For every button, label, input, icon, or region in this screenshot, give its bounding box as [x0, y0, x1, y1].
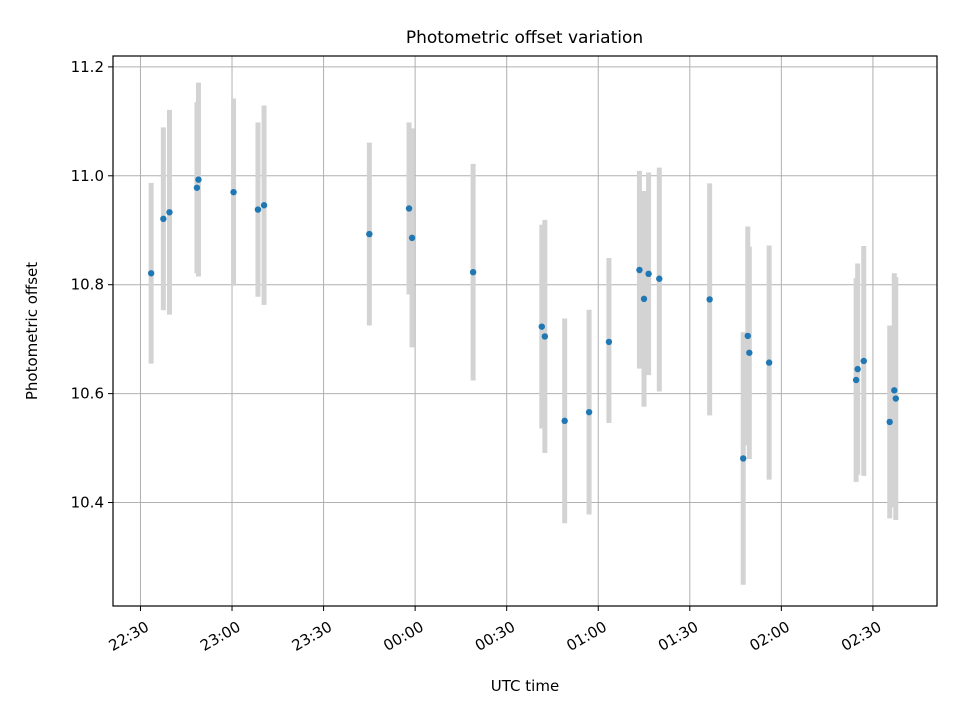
data-point — [408, 234, 416, 242]
data-point — [260, 202, 268, 209]
y-tick-label: 10.4 — [71, 494, 104, 512]
y-tick-label: 10.6 — [71, 385, 104, 403]
data-point — [886, 418, 893, 426]
data-point — [147, 270, 155, 277]
data-point — [366, 230, 373, 238]
data-point — [740, 455, 747, 462]
data-point — [541, 333, 549, 340]
plot-frame — [112, 55, 938, 607]
y-tick-label: 10.8 — [71, 276, 104, 294]
data-point — [561, 417, 568, 425]
data-point — [765, 359, 773, 366]
data-points — [147, 176, 899, 462]
y-axis-title: Photometric offset — [23, 262, 41, 400]
data-point — [160, 215, 167, 223]
data-point — [193, 184, 201, 191]
y-tick-label: 11.0 — [71, 167, 104, 185]
data-point — [656, 275, 663, 282]
data-point — [860, 357, 867, 365]
data-point — [892, 395, 899, 402]
data-point — [585, 408, 593, 416]
x-axis-title: UTC time — [491, 677, 559, 695]
data-point — [230, 188, 237, 196]
data-point — [640, 295, 648, 303]
chart-title: Photometric offset variation — [406, 28, 643, 48]
data-point — [538, 323, 545, 330]
data-point — [746, 349, 753, 356]
data-point — [605, 338, 613, 346]
data-point — [744, 332, 751, 340]
data-point — [405, 205, 413, 212]
grid — [113, 56, 937, 606]
data-point — [636, 266, 643, 274]
data-point — [891, 387, 898, 394]
y-axis: 10.4 10.6 10.8 11.0 11.2 — [71, 58, 113, 512]
data-point — [852, 376, 860, 384]
data-point — [166, 209, 173, 216]
y-tick-label: 11.2 — [71, 58, 104, 76]
data-point — [706, 296, 713, 303]
data-point — [469, 268, 477, 276]
data-point — [254, 206, 262, 213]
data-point — [195, 176, 202, 183]
data-point — [854, 365, 861, 373]
data-point — [645, 270, 652, 278]
